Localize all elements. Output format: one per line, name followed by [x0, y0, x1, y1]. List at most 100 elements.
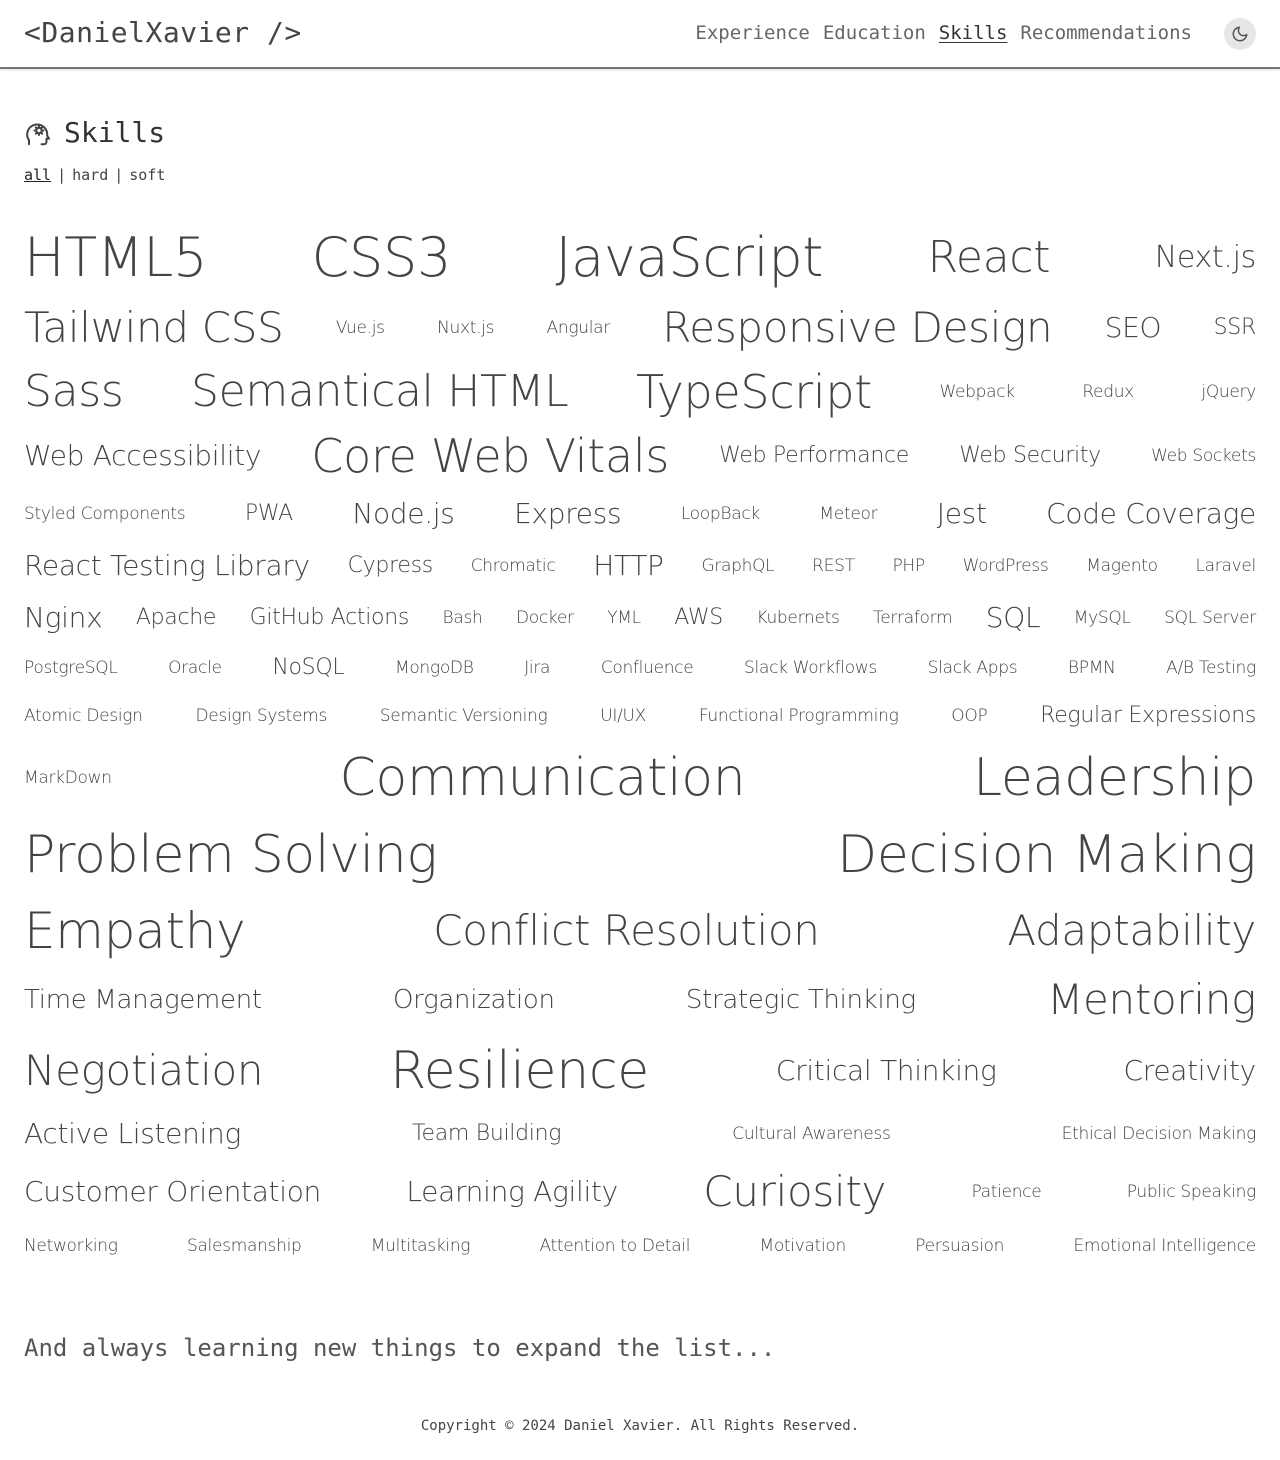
skill-tag: Leadership: [973, 748, 1256, 808]
skill-tag: Docker: [515, 607, 574, 628]
skill-tag: Design Systems: [195, 705, 327, 726]
footer-copyright: Copyright © 2024 Daniel Xavier. All Righ…: [420, 1418, 860, 1434]
skill-row: Web Accessibility Core Web Vitals Web Perf…: [24, 426, 1256, 486]
moon-icon: [1232, 26, 1248, 42]
filter-all[interactable]: all: [24, 166, 52, 184]
filter-soft[interactable]: soft: [129, 166, 166, 184]
theme-toggle-button[interactable]: [1224, 18, 1256, 50]
skill-tag: YML: [607, 607, 641, 628]
skill-tag: Ethical Decision Making: [1061, 1123, 1257, 1144]
site-logo[interactable]: <DanielXavier />: [24, 16, 302, 49]
skill-tag: Strategic Thinking: [685, 985, 916, 1015]
skill-tag: Meteor: [819, 503, 878, 524]
skill-tag: Critical Thinking: [775, 1054, 997, 1087]
skill-tag: Curiosity: [703, 1167, 887, 1216]
skill-row: React Testing Library Cypress Chromatic HTT…: [24, 536, 1256, 596]
skill-tag: Learning Agility: [406, 1175, 618, 1208]
skill-tag: Styled Components: [24, 503, 186, 524]
skill-tag: REST: [812, 555, 855, 576]
skill-tag: Atomic Design: [24, 705, 143, 726]
nav-experience[interactable]: Experience: [695, 22, 810, 44]
skill-tag: Terraform: [873, 607, 953, 628]
skill-tag: Conflict Resolution: [433, 906, 820, 955]
skill-tag: JavaScript: [555, 226, 824, 289]
skill-tag: Jira: [524, 657, 551, 678]
skill-tag: NoSQL: [272, 655, 345, 680]
skill-tag: Sass: [24, 366, 124, 417]
skill-tag: Code Coverage: [1046, 497, 1256, 530]
skill-tag: AWS: [674, 605, 723, 630]
skill-tag: UI/UX: [600, 705, 647, 726]
skill-tag: Cultural Awareness: [732, 1123, 891, 1144]
skill-row: Styled Components PWA Node.js Express LoopBa…: [24, 484, 1256, 544]
outro-text: And always learning new things to expand…: [24, 1334, 776, 1362]
skill-tag: Web Accessibility: [24, 439, 262, 472]
skill-tag: Slack Workflows: [744, 657, 877, 678]
skill-tag: MySQL: [1073, 607, 1131, 628]
skill-row: MarkDown Communication Leadership: [24, 748, 1256, 808]
skill-tag: jQuery: [1201, 381, 1256, 402]
skill-row: Sass Semantical HTML TypeScript Webpack Redu…: [24, 362, 1256, 422]
skill-tag: Adaptability: [1007, 906, 1256, 955]
skill-tag: Motivation: [759, 1235, 846, 1256]
skill-tag: Attention to Detail: [539, 1235, 691, 1256]
skill-tag: Laravel: [1195, 555, 1257, 576]
skill-tag: Multitasking: [370, 1235, 471, 1256]
skill-tag: React Testing Library: [24, 549, 310, 582]
skill-tag: Chromatic: [470, 555, 556, 576]
skill-tag: Apache: [135, 605, 217, 630]
skill-tag: Time Management: [24, 985, 262, 1015]
skill-tag: Web Performance: [719, 443, 910, 468]
skill-row: Time Management Organization Strategic Thi…: [24, 970, 1256, 1030]
skill-tag: Networking: [24, 1235, 118, 1256]
skill-row: PostgreSQL Oracle NoSQL MongoDB Jira Confluen…: [24, 638, 1256, 698]
skill-tag: Organization: [392, 985, 555, 1015]
skill-tag: Confluence: [600, 657, 694, 678]
skill-tag: Next.js: [1154, 240, 1257, 275]
skill-tag: Core Web Vitals: [311, 429, 670, 483]
skill-row: Networking Salesmanship Multitasking Attent…: [24, 1216, 1256, 1276]
skill-tag: Public Speaking: [1126, 1181, 1257, 1202]
skill-tag: Semantical HTML: [191, 366, 569, 417]
nav-education[interactable]: Education: [822, 22, 926, 44]
skill-tag: Responsive Design: [662, 303, 1053, 352]
skill-tag: Magento: [1086, 555, 1158, 576]
skill-tag: Empathy: [24, 902, 246, 960]
skill-tag: Webpack: [939, 381, 1015, 402]
skill-tag: PHP: [892, 555, 925, 576]
skill-tag: Resilience: [390, 1041, 649, 1101]
skill-tag: Web Security: [959, 443, 1101, 468]
skill-tag: HTML5: [24, 226, 208, 289]
skill-tag: Problem Solving: [24, 825, 438, 885]
skill-tag: Active Listening: [24, 1117, 241, 1150]
skill-tag: React: [927, 232, 1051, 283]
filter-separator: |: [57, 166, 67, 184]
skill-tag: Nginx: [24, 601, 103, 634]
skill-tag: Emotional Intelligence: [1073, 1235, 1256, 1256]
nav-recommendations[interactable]: Recommendations: [1020, 22, 1192, 44]
skill-tag: SQL Server: [1164, 607, 1256, 628]
skill-tag: MarkDown: [24, 767, 112, 788]
nav-skills[interactable]: Skills: [938, 22, 1008, 44]
filter-hard[interactable]: hard: [72, 166, 109, 184]
skill-tag: Express: [514, 497, 622, 530]
skill-tag: Web Sockets: [1151, 445, 1256, 466]
head-gear-icon: [26, 123, 50, 145]
skill-tag: Semantic Versioning: [379, 705, 548, 726]
skill-tag: TypeScript: [635, 365, 873, 419]
skill-tag: Team Building: [412, 1121, 562, 1146]
skill-tag: Kubernets: [756, 607, 840, 628]
skill-tag: Oracle: [168, 657, 222, 678]
skill-tag: LoopBack: [680, 503, 760, 524]
skill-row: Active Listening Team Building Cultural Aw…: [24, 1104, 1256, 1164]
skill-tag: Mentoring: [1047, 975, 1256, 1024]
main-nav: Experience Education Skills Recommendati…: [695, 22, 1192, 44]
skill-tag: Redux: [1082, 381, 1134, 402]
skill-tag: Negotiation: [24, 1046, 264, 1095]
skill-tag: Patience: [971, 1181, 1042, 1202]
skill-tag: GitHub Actions: [249, 605, 410, 630]
skill-tag: Persuasion: [915, 1235, 1005, 1256]
skill-row: Atomic Design Design Systems Semantic Vers…: [24, 686, 1256, 746]
skill-tag: Regular Expressions: [1040, 703, 1256, 728]
skill-row: HTML5 CSS3 JavaScript React Next.js: [24, 228, 1256, 288]
